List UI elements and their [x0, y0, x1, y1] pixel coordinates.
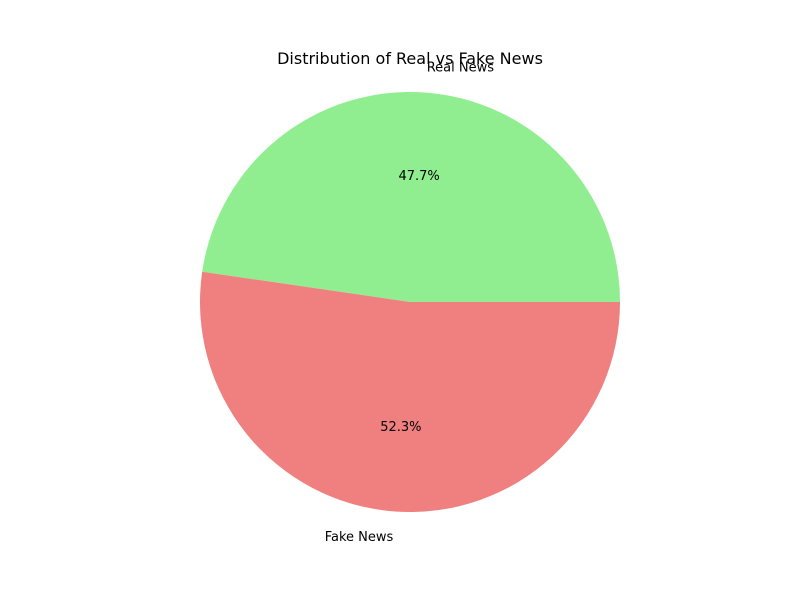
pie-slices	[200, 92, 620, 513]
slice-label-fake-news: Fake News	[325, 530, 394, 545]
pie-labels: Real News 47.7% Fake News 52.3%	[325, 61, 494, 546]
slice-percent-real-news: 47.7%	[398, 169, 439, 184]
pie-slice-fake-news	[200, 271, 620, 513]
slice-label-real-news: Real News	[427, 61, 495, 76]
pie-slice-real-news	[202, 92, 620, 303]
slice-percent-fake-news: 52.3%	[380, 420, 421, 435]
chart-title: Distribution of Real vs Fake News	[277, 49, 543, 68]
